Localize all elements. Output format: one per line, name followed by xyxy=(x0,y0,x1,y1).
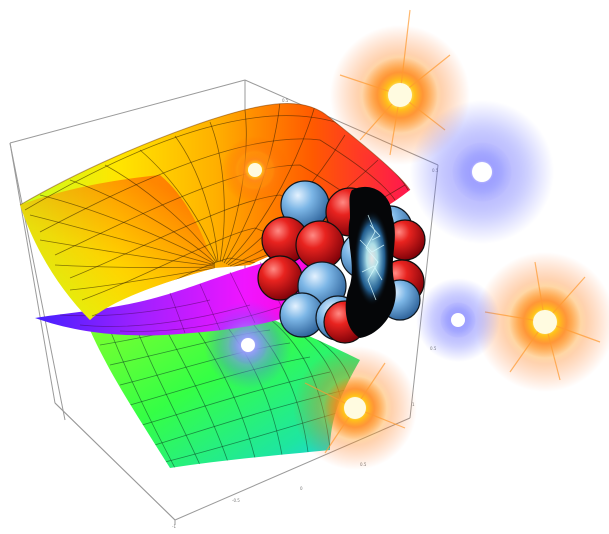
svg-text:-1: -1 xyxy=(172,524,176,529)
svg-text:0.5: 0.5 xyxy=(282,98,289,103)
energy-bursts xyxy=(204,9,609,470)
bounding-box-front xyxy=(54,402,176,525)
burst-blue-upper-right xyxy=(410,100,554,244)
svg-text:-0.5: -0.5 xyxy=(232,498,240,503)
burst-bottom xyxy=(293,346,417,470)
burst-left-small xyxy=(221,136,289,204)
burst-blue-lower xyxy=(204,301,292,389)
burst-right xyxy=(475,252,609,392)
svg-text:0: 0 xyxy=(300,486,303,491)
electric-spark xyxy=(354,210,390,306)
burst-blue-middle xyxy=(416,278,500,362)
atomic-nucleus xyxy=(257,180,426,344)
spark-filaments xyxy=(359,214,385,301)
